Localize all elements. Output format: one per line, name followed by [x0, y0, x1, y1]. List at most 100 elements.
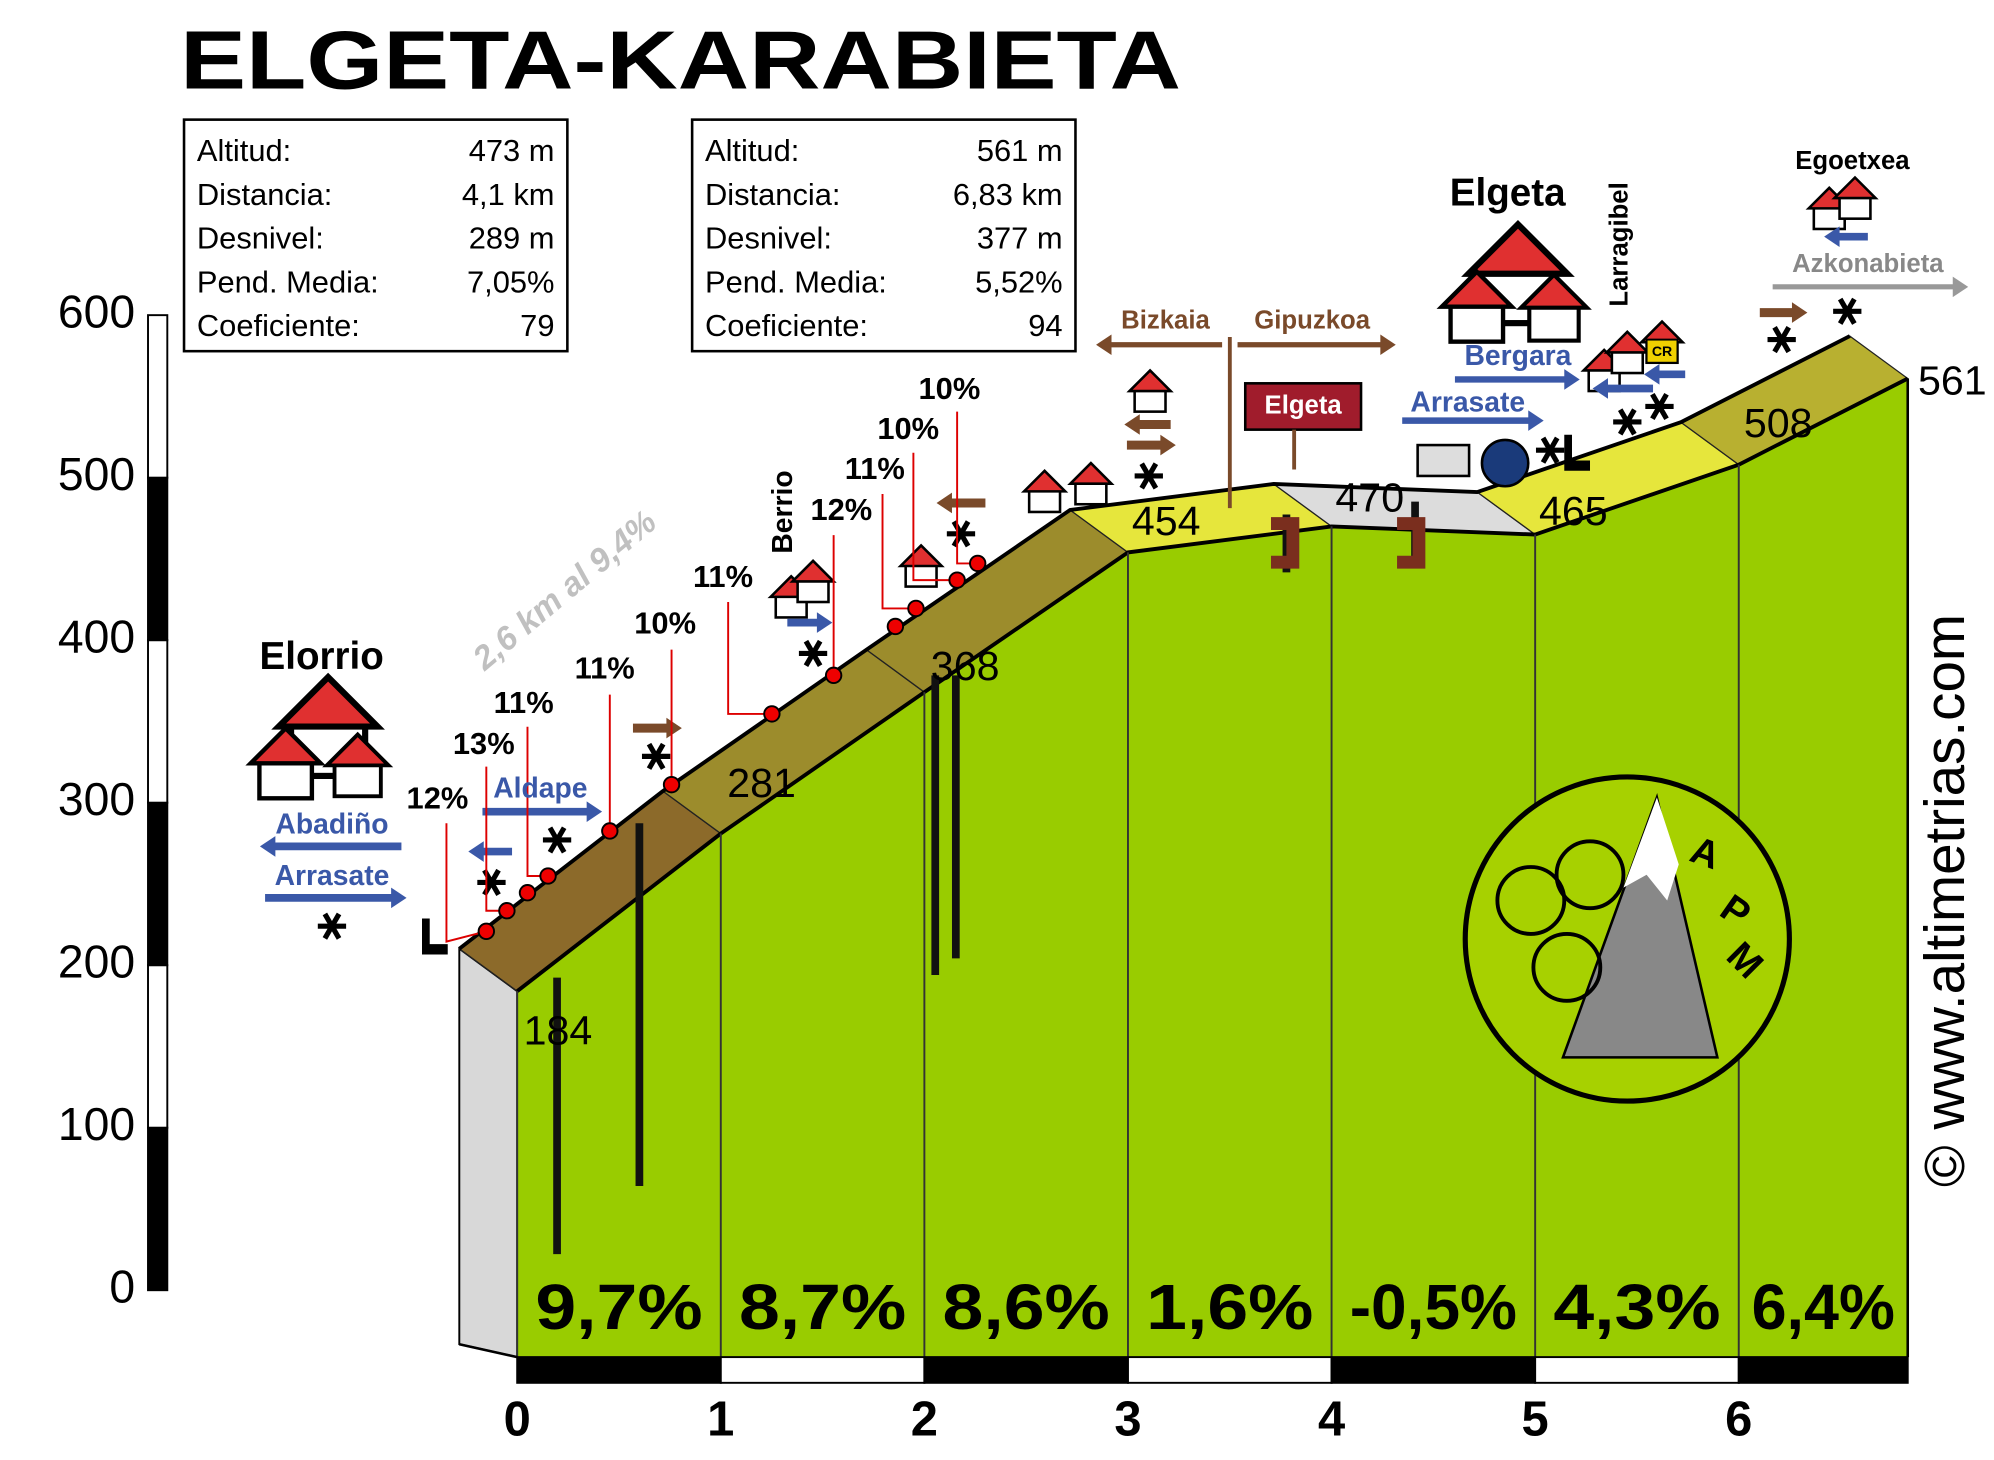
- gradient-label: 9,7%: [535, 1271, 702, 1343]
- annotation: 11%: [693, 559, 753, 594]
- arrow-head: [1592, 378, 1609, 399]
- logo-wheel: [1554, 839, 1626, 911]
- arrow-head: [666, 717, 682, 739]
- leader-line: [912, 452, 958, 582]
- logo-wheel: [1531, 931, 1603, 1003]
- logo-mountain: [1561, 793, 1719, 1059]
- logo-wheel: [1495, 865, 1567, 936]
- annotation: Elgeta: [1265, 391, 1343, 419]
- house-roof: [1461, 219, 1575, 277]
- info-label: Altitud:: [197, 133, 291, 168]
- arrow-head: [1124, 414, 1140, 435]
- asterisk: [803, 639, 823, 668]
- info-value: 79: [520, 308, 554, 343]
- annotation: 10%: [877, 411, 939, 446]
- asterisk: [1618, 408, 1637, 436]
- arrow-head: [936, 492, 952, 514]
- distance-bar: [1737, 1356, 1909, 1384]
- house-roof: [322, 731, 394, 768]
- distance-bar: [516, 1356, 722, 1384]
- info-label: Coeficiente:: [705, 308, 868, 343]
- house-roof: [1067, 461, 1115, 485]
- arrow-head: [586, 801, 603, 822]
- annotation: 11%: [494, 685, 554, 720]
- gradient-label: 1,6%: [1146, 1271, 1313, 1343]
- asterisk: [1540, 436, 1560, 464]
- arrow-head: [468, 841, 484, 862]
- distance-bar: [1330, 1356, 1537, 1384]
- tunnel-icon: [1270, 517, 1300, 569]
- asterisk: [322, 912, 342, 940]
- ground-line: [459, 1342, 518, 1359]
- gradient-label: 4,3%: [1553, 1271, 1720, 1343]
- scale-block: [147, 476, 169, 642]
- annotation: Berrio: [766, 470, 798, 553]
- info-value: 289 m: [469, 221, 555, 256]
- info-box: [182, 118, 569, 353]
- ramp-dot: [948, 571, 966, 589]
- house-roof: [1603, 330, 1651, 354]
- annotation: 12%: [810, 492, 872, 527]
- house-icon: [1067, 461, 1115, 506]
- asterisk: [646, 742, 666, 770]
- y-tick-label: 200: [58, 935, 135, 987]
- info-label: Altitud:: [705, 133, 799, 168]
- y-tick-label: 500: [58, 448, 135, 500]
- info-box: [690, 118, 1077, 353]
- annotation: Elgeta: [1450, 172, 1566, 215]
- logo-snow: [1623, 797, 1679, 901]
- annotation: CR: [1652, 343, 1672, 359]
- scale-block: [147, 314, 169, 479]
- altitude-label: 184: [524, 1008, 593, 1054]
- house-icon: [322, 731, 394, 799]
- house-icon: [1831, 175, 1879, 220]
- scale-block: [147, 639, 169, 804]
- annotation: 13%: [453, 726, 515, 761]
- house-icon: [1436, 268, 1518, 344]
- house-roof: [1516, 271, 1592, 310]
- arrow-head: [259, 836, 276, 857]
- annotation: 10%: [634, 605, 696, 640]
- ramp-dot: [601, 822, 619, 840]
- scale-block: [147, 801, 169, 967]
- annotation: Arrasate: [275, 859, 390, 891]
- y-tick-label: 400: [58, 610, 135, 662]
- altitude-label: 508: [1744, 400, 1813, 446]
- x-tick-label: 6: [1725, 1393, 1752, 1447]
- y-tick-label: 600: [58, 285, 135, 337]
- info-value: 6,83 km: [953, 177, 1063, 212]
- info-value: 94: [1028, 308, 1062, 343]
- house-roof: [1126, 368, 1174, 393]
- arrow-head: [1791, 302, 1808, 323]
- arrow-head: [1824, 226, 1840, 247]
- altitude-label: 465: [1539, 488, 1608, 534]
- asterisk: [1139, 462, 1159, 490]
- profile-front: [517, 378, 1908, 1358]
- house-icon: [1020, 468, 1069, 514]
- leader-line: [881, 493, 916, 610]
- factory-icon: [1416, 443, 1471, 478]
- x-tick-label: 3: [1114, 1393, 1141, 1447]
- asterisk: [1772, 326, 1791, 354]
- arrow-head: [1160, 434, 1176, 456]
- annotation: Larragibel: [1606, 182, 1634, 306]
- scale-block: [147, 1126, 169, 1292]
- profile-line: [516, 376, 1909, 993]
- house-icon: [1516, 271, 1592, 343]
- info-value: 377 m: [977, 221, 1063, 256]
- ramp-dot: [662, 775, 681, 794]
- x-tick-label: 1: [707, 1393, 734, 1447]
- cr-badge: [1645, 338, 1679, 364]
- house-roof: [1436, 268, 1518, 309]
- annotation: 12%: [407, 780, 469, 815]
- annotation: Abadiño: [275, 807, 388, 839]
- info-label: Desnivel:: [197, 221, 324, 256]
- arrow-head: [1380, 334, 1396, 356]
- distance-bar: [1127, 1356, 1333, 1384]
- info-label: Distancia:: [197, 177, 332, 212]
- annotation: Aldape: [493, 771, 587, 803]
- info-value: 473 m: [469, 133, 555, 168]
- annotation: Bizkaia: [1121, 306, 1210, 334]
